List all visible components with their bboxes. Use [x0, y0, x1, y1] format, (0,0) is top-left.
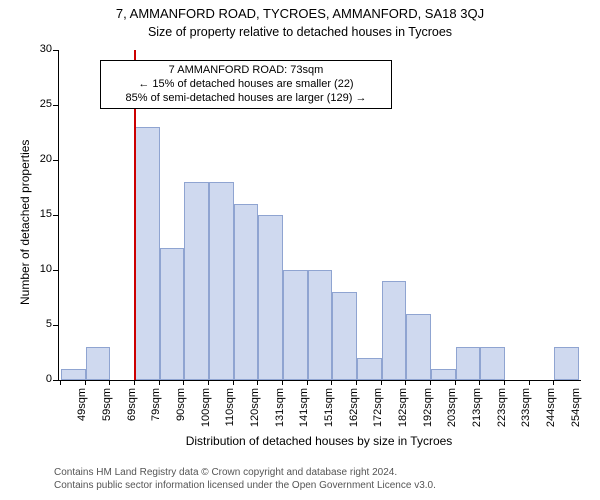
- x-tick-mark: [381, 380, 382, 385]
- x-tick-label: 192sqm: [422, 388, 434, 428]
- x-tick-mark: [430, 380, 431, 385]
- histogram-bar: [258, 215, 283, 380]
- histogram-bar: [332, 292, 357, 380]
- y-tick-mark: [53, 325, 58, 326]
- footer-attribution: Contains HM Land Registry data © Crown c…: [54, 466, 436, 492]
- x-tick-label: 141sqm: [298, 388, 310, 428]
- x-tick-mark: [356, 380, 357, 385]
- annotation-box: 7 AMMANFORD ROAD: 73sqm ← 15% of detache…: [100, 60, 392, 109]
- histogram-bar: [382, 281, 407, 380]
- y-tick-mark: [53, 215, 58, 216]
- y-tick-mark: [53, 380, 58, 381]
- y-tick-label: 5: [28, 318, 52, 330]
- x-tick-label: 172sqm: [372, 388, 384, 428]
- x-tick-mark: [529, 380, 530, 385]
- x-tick-mark: [109, 380, 110, 385]
- x-tick-mark: [282, 380, 283, 385]
- x-tick-label: 203sqm: [446, 388, 458, 428]
- y-tick-label: 25: [28, 98, 52, 110]
- x-tick-label: 49sqm: [76, 388, 88, 428]
- x-tick-mark: [307, 380, 308, 385]
- histogram-bar: [184, 182, 209, 380]
- histogram-bar: [554, 347, 579, 380]
- x-tick-mark: [504, 380, 505, 385]
- x-tick-label: 131sqm: [274, 388, 286, 428]
- x-tick-label: 90sqm: [175, 388, 187, 428]
- histogram-bar: [283, 270, 308, 380]
- annotation-line2: ← 15% of detached houses are smaller (22…: [107, 78, 385, 92]
- x-tick-mark: [183, 380, 184, 385]
- x-tick-mark: [60, 380, 61, 385]
- y-tick-label: 15: [28, 208, 52, 220]
- histogram-bar: [456, 347, 481, 380]
- x-tick-mark: [405, 380, 406, 385]
- y-tick-label: 30: [28, 43, 52, 55]
- histogram-bar: [160, 248, 185, 380]
- x-tick-label: 244sqm: [545, 388, 557, 428]
- x-tick-label: 69sqm: [126, 388, 138, 428]
- x-tick-mark: [455, 380, 456, 385]
- x-tick-mark: [134, 380, 135, 385]
- x-tick-label: 120sqm: [249, 388, 261, 428]
- y-tick-label: 10: [28, 263, 52, 275]
- histogram-bar: [86, 347, 111, 380]
- x-tick-mark: [479, 380, 480, 385]
- annotation-line1: 7 AMMANFORD ROAD: 73sqm: [107, 64, 385, 78]
- x-tick-label: 223sqm: [496, 388, 508, 428]
- x-tick-mark: [85, 380, 86, 385]
- x-tick-label: 151sqm: [323, 388, 335, 428]
- y-tick-mark: [53, 50, 58, 51]
- histogram-bar: [135, 127, 160, 380]
- chart-title-address: 7, AMMANFORD ROAD, TYCROES, AMMANFORD, S…: [0, 6, 600, 21]
- footer-line1: Contains HM Land Registry data © Crown c…: [54, 466, 436, 479]
- y-tick-mark: [53, 105, 58, 106]
- x-tick-mark: [233, 380, 234, 385]
- histogram-bar: [406, 314, 431, 380]
- x-tick-label: 213sqm: [471, 388, 483, 428]
- x-tick-label: 162sqm: [348, 388, 360, 428]
- histogram-bar: [357, 358, 382, 380]
- x-tick-label: 110sqm: [224, 388, 236, 428]
- histogram-bar: [308, 270, 333, 380]
- x-tick-label: 59sqm: [101, 388, 113, 428]
- x-tick-mark: [257, 380, 258, 385]
- histogram-bar: [61, 369, 86, 380]
- histogram-bar: [209, 182, 234, 380]
- y-tick-label: 0: [28, 373, 52, 385]
- x-tick-label: 254sqm: [570, 388, 582, 428]
- x-tick-label: 100sqm: [200, 388, 212, 428]
- chart-subtitle: Size of property relative to detached ho…: [0, 25, 600, 39]
- x-tick-label: 182sqm: [397, 388, 409, 428]
- x-tick-mark: [208, 380, 209, 385]
- x-tick-label: 79sqm: [150, 388, 162, 428]
- x-tick-mark: [331, 380, 332, 385]
- x-tick-mark: [159, 380, 160, 385]
- footer-line2: Contains public sector information licen…: [54, 479, 436, 492]
- y-tick-mark: [53, 160, 58, 161]
- histogram-bar: [480, 347, 505, 380]
- x-tick-mark: [553, 380, 554, 385]
- x-tick-label: 233sqm: [520, 388, 532, 428]
- histogram-bar: [431, 369, 456, 380]
- y-tick-mark: [53, 270, 58, 271]
- x-axis-label: Distribution of detached houses by size …: [58, 434, 580, 448]
- chart-container: 7, AMMANFORD ROAD, TYCROES, AMMANFORD, S…: [0, 0, 600, 500]
- annotation-line3: 85% of semi-detached houses are larger (…: [107, 92, 385, 106]
- y-tick-label: 20: [28, 153, 52, 165]
- histogram-bar: [234, 204, 259, 380]
